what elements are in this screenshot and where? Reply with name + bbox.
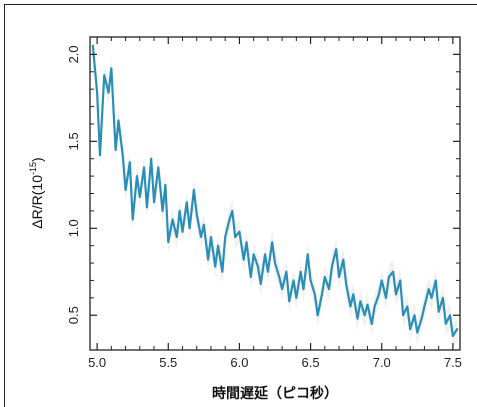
x-axis-ticks: 5.0 5.5 6.0 6.5 7.0 7.5 (88, 37, 462, 370)
y-axis-title-close: ) (29, 157, 45, 162)
x-tick-label: 6.5 (302, 355, 320, 370)
x-axis-title: 時間遅延（ピコ秒） (212, 385, 338, 402)
y-axis-title-main: ΔR/R(10 (29, 175, 45, 229)
x-tick-label: 7.0 (373, 355, 391, 370)
x-tick-label: 5.5 (159, 355, 177, 370)
y-tick-label: 1.0 (66, 219, 81, 237)
y-tick-label: 0.5 (66, 306, 81, 324)
series-line (91, 44, 459, 338)
x-tick-label: 5.0 (88, 355, 106, 370)
y-axis-title-exponent: -15 (28, 162, 38, 175)
y-axis-title: ΔR/R(10-15) (28, 157, 45, 228)
y-tick-label: 2.0 (66, 45, 81, 63)
figure-frame (4, 4, 477, 407)
x-tick-label: 7.5 (444, 355, 462, 370)
y-axis-ticks: 0.5 1.0 1.5 2.0 (66, 45, 460, 324)
y-tick-label: 1.5 (66, 132, 81, 150)
x-tick-label: 6.0 (230, 355, 248, 370)
